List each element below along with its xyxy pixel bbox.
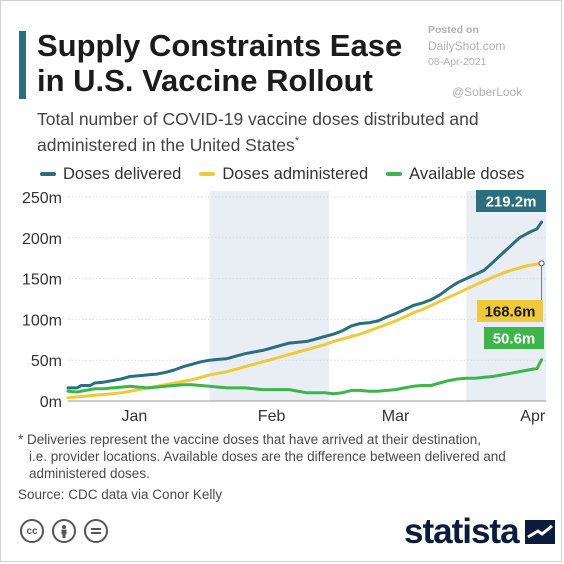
y-tick-label: 250m [22,190,62,207]
person-icon [52,519,76,543]
y-tick-label: 0m [40,394,62,411]
brand-name: statista [404,512,520,551]
x-tick-label: Mar [382,408,410,425]
license-icons: cc [20,519,116,543]
end-label-box-delivered [476,190,546,212]
series-line-delivered [66,220,544,390]
administered-end-point [538,260,545,267]
legend-item-delivered: Doses delivered [40,165,181,184]
posted-label: Posted on [428,24,479,36]
title-line-2: in U.S. Vaccine Rollout [37,63,373,98]
y-tick-label: 50m [31,353,62,370]
shaded-band-0 [209,191,330,401]
footnote-line-1: * Deliveries represent the vaccine doses… [18,432,482,447]
legend-item-available: Available doses [386,165,524,184]
y-tick-label: 200m [22,231,62,248]
end-label-delivered: 219.2m [486,194,537,211]
legend-swatch-available [386,172,403,176]
cc-icon: cc [20,519,44,543]
shaded-band-1 [466,191,546,401]
line-chart: 0m 50m 100m 150m 200m 250m Jan Feb Mar Apr 219.2m 1… [22,190,546,425]
author-handle: @SoberLook [452,85,523,99]
footnote-line-2: i.e. provider locations. Available doses… [29,449,506,481]
x-tick-label: Jan [121,408,147,425]
y-tick-label: 150m [22,272,62,289]
legend: Doses delivered Doses administered Avail… [40,164,542,184]
chart-subtitle: Total number of COVID-19 vaccine doses d… [37,108,507,156]
end-label-administered: 168.6m [485,304,536,321]
series-line-available [66,358,544,396]
statista-logo: statista [404,512,555,552]
end-label-available: 50.6m [493,331,536,348]
posted-watermark: Posted on DailyShot.com 08-Apr-2021 [428,22,538,70]
x-tick-label: Feb [258,408,286,425]
legend-item-administered: Doses administered [199,165,368,184]
title-line-1: Supply Constraints Ease [37,28,403,63]
footnote: * Deliveries represent the vaccine doses… [18,431,518,482]
y-tick-label: 100m [22,312,62,329]
legend-label-administered: Doses administered [222,164,369,183]
legend-swatch-administered [199,172,216,176]
legend-swatch-delivered [40,172,56,176]
x-tick-label: Apr [520,408,546,425]
end-label-box-administered [477,300,543,322]
end-label-box-available [484,327,544,349]
equals-icon [84,519,108,543]
posted-site: DailyShot.com [428,39,506,53]
legend-label-delivered: Doses delivered [63,164,182,183]
title-accent-bar [19,31,26,99]
statista-mark-icon [524,520,555,544]
subtitle-footnote-mark: * [294,135,300,147]
source-note: Source: CDC data via Conor Kelly [18,487,223,502]
chart-title: Supply Constraints Ease in U.S. Vaccine … [37,28,437,98]
subtitle-text: Total number of COVID-19 vaccine doses d… [37,109,479,155]
posted-date: 08-Apr-2021 [428,56,487,68]
legend-label-available: Available doses [409,164,525,183]
